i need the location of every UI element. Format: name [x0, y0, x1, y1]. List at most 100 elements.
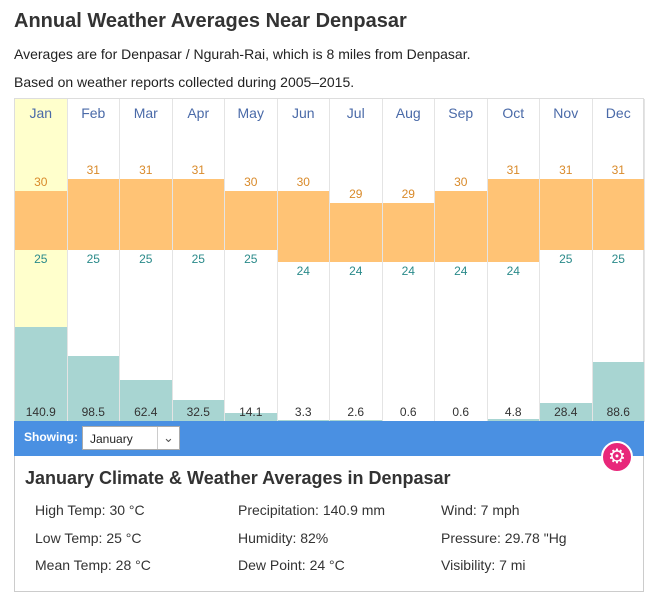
location-note: Averages are for Denpasar / Ngurah-Rai, … [14, 46, 471, 62]
month-label: Jun [291, 105, 315, 121]
temp-range-bar [330, 203, 382, 262]
high-temp-label: 29 [401, 187, 415, 201]
month-column-feb[interactable]: Feb 31 25 98.5 [67, 99, 120, 422]
month-column-jul[interactable]: Jul 29 24 2.6 [330, 99, 383, 422]
temp-range-bar [435, 191, 487, 262]
temp-range-bar [540, 179, 592, 250]
temp-range-bar [382, 203, 434, 262]
temp-range-bar [277, 191, 329, 262]
weather-chart: Jan 30 25 140.9 Feb 31 25 98.5 Mar 31 25 62.4 Apr 31 2… [14, 98, 645, 422]
month-select-value: January [90, 432, 133, 446]
month-column-jan[interactable]: Jan 30 25 140.9 [15, 99, 68, 422]
month-select[interactable]: January ⌄ [82, 426, 180, 450]
high-temp-label: 29 [349, 187, 363, 201]
month-label: Jan [29, 105, 53, 121]
precipitation-bar [277, 419, 329, 422]
month-label: Jul [346, 105, 365, 121]
high-temp-label: 31 [611, 163, 625, 177]
low-temp-label: 25 [191, 252, 205, 266]
temp-range-bar [487, 179, 539, 262]
month-label: Aug [395, 105, 421, 121]
showing-label: Showing: [24, 430, 78, 444]
high-temp-label: 31 [506, 163, 520, 177]
precipitation-label: 0.6 [452, 405, 470, 419]
precipitation-label: 3.3 [294, 405, 312, 419]
low-temp-stat: Low Temp: 25 °C [35, 530, 142, 546]
precipitation-bar [540, 402, 592, 422]
low-temp-label: 25 [139, 252, 153, 266]
precipitation-label: 62.4 [134, 405, 158, 419]
low-temp-label: 24 [401, 264, 415, 278]
precipitation-bar [225, 412, 277, 422]
high-temp-label: 31 [191, 163, 205, 177]
high-temp-label: 30 [34, 175, 48, 189]
temp-range-bar [172, 179, 224, 250]
month-label: May [237, 105, 264, 121]
precipitation-bar [592, 362, 644, 422]
precipitation-stat: Precipitation: 140.9 mm [238, 502, 386, 518]
high-temp-label: 31 [86, 163, 100, 177]
precipitation-bar [487, 418, 539, 422]
month-column-may[interactable]: May 30 25 14.1 [225, 99, 278, 422]
high-temp-stat: High Temp: 30 °C [35, 502, 145, 518]
temp-range-bar [120, 179, 172, 250]
low-temp-label: 25 [611, 252, 625, 266]
low-temp-label: 24 [349, 264, 363, 278]
high-temp-label: 31 [139, 163, 153, 177]
temp-range-bar [592, 179, 644, 250]
precipitation-bar [15, 327, 67, 422]
temp-range-bar [15, 191, 67, 250]
data-range-note: Based on weather reports collected durin… [14, 74, 355, 90]
precipitation-label: 32.5 [186, 405, 210, 419]
visibility-stat: Visibility: 7 mi [441, 557, 526, 573]
precipitation-label: 140.9 [25, 405, 56, 419]
temp-range-bar [225, 191, 277, 250]
wind-stat: Wind: 7 mph [441, 502, 520, 518]
month-label: Apr [187, 105, 210, 121]
month-column-oct[interactable]: Oct 31 24 4.8 [487, 99, 540, 422]
month-column-aug[interactable]: Aug 29 24 0.6 [382, 99, 435, 422]
month-label: Sep [448, 105, 474, 121]
low-temp-label: 24 [296, 264, 310, 278]
high-temp-label: 31 [559, 163, 573, 177]
high-temp-label: 30 [244, 175, 258, 189]
precipitation-bar [120, 379, 172, 422]
month-label: Oct [502, 105, 525, 121]
temp-range-bar [67, 179, 119, 250]
month-label: Mar [133, 105, 158, 121]
precipitation-label: 0.6 [399, 405, 417, 419]
precipitation-label: 88.6 [606, 405, 630, 419]
low-temp-label: 24 [454, 264, 468, 278]
month-label: Feb [81, 105, 106, 121]
precipitation-bar [67, 355, 119, 422]
precipitation-label: 98.5 [81, 405, 105, 419]
low-temp-label: 25 [34, 252, 48, 266]
month-label: Nov [553, 105, 579, 121]
dew-point-stat: Dew Point: 24 °C [238, 557, 345, 573]
high-temp-label: 30 [454, 175, 468, 189]
month-column-dec[interactable]: Dec 31 25 88.6 [592, 99, 645, 422]
mean-temp-stat: Mean Temp: 28 °C [35, 557, 151, 573]
month-label: Dec [605, 105, 631, 121]
precipitation-label: 28.4 [554, 405, 578, 419]
humidity-stat: Humidity: 82% [238, 530, 329, 546]
chevron-down-icon[interactable]: ⌄ [157, 427, 179, 449]
month-column-apr[interactable]: Apr 31 25 32.5 [172, 99, 225, 422]
low-temp-label: 25 [86, 252, 100, 266]
precipitation-label: 14.1 [239, 405, 263, 419]
precipitation-label: 2.6 [347, 405, 365, 419]
showing-bar: Showing: January ⌄ [14, 421, 644, 456]
month-column-sep[interactable]: Sep 30 24 0.6 [435, 99, 488, 422]
low-temp-label: 25 [559, 252, 573, 266]
pressure-stat: Pressure: 29.78 "Hg [441, 530, 567, 546]
gear-icon[interactable]: ⚙ [601, 441, 633, 473]
month-column-mar[interactable]: Mar 31 25 62.4 [120, 99, 173, 422]
precipitation-bar [172, 400, 224, 422]
climate-panel: January Climate & Weather Averages in De… [14, 456, 644, 592]
precipitation-label: 4.8 [504, 405, 522, 419]
low-temp-label: 24 [506, 264, 520, 278]
month-column-nov[interactable]: Nov 31 25 28.4 [540, 99, 593, 422]
low-temp-label: 25 [244, 252, 258, 266]
page-title: Annual Weather Averages Near Denpasar [14, 10, 407, 32]
month-column-jun[interactable]: Jun 30 24 3.3 [277, 99, 330, 422]
